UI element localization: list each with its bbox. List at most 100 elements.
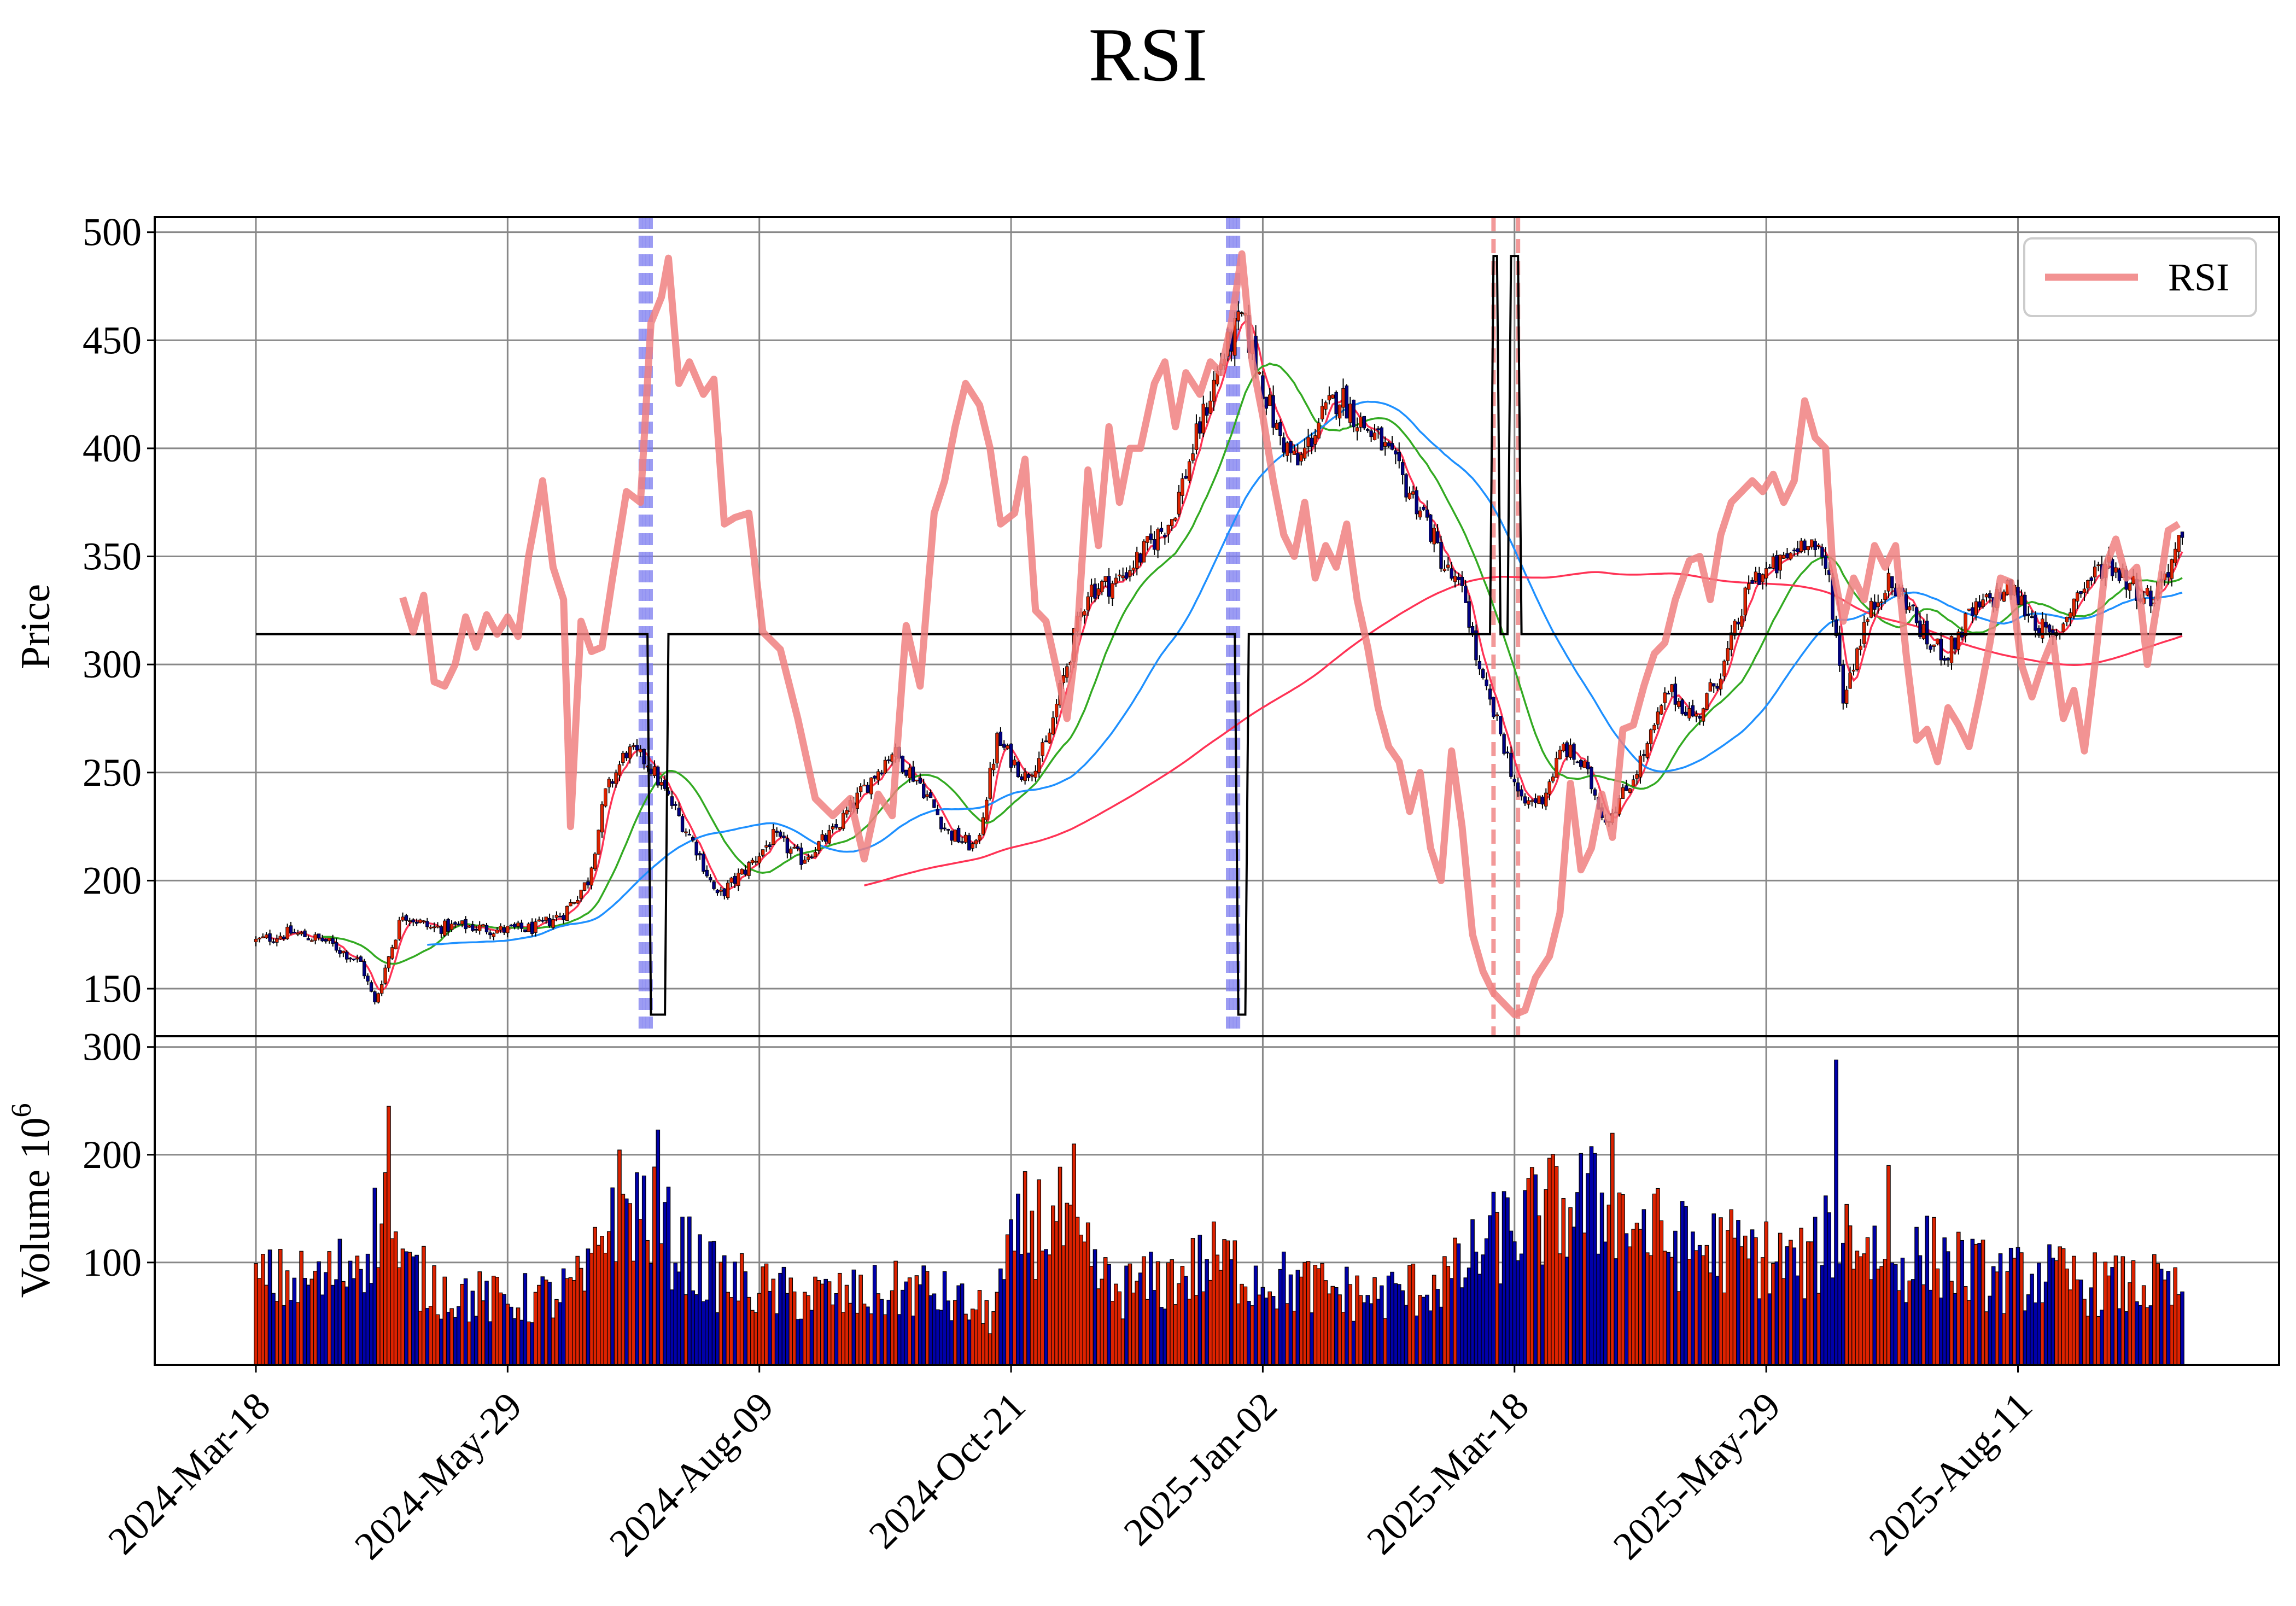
candle-body xyxy=(772,829,775,845)
volume-bar xyxy=(1641,1209,1646,1365)
candle-body xyxy=(950,831,954,841)
volume-bar xyxy=(425,1308,430,1365)
candle-body xyxy=(1118,574,1121,577)
volume-bar xyxy=(1533,1174,1538,1365)
volume-bar xyxy=(656,1129,661,1365)
candle-body xyxy=(432,926,436,928)
volume-bar xyxy=(359,1269,363,1365)
candle-body xyxy=(1334,392,1338,414)
candle-body xyxy=(1652,725,1656,731)
volume-bar xyxy=(1596,1253,1601,1365)
candle-body xyxy=(544,916,548,921)
candle-body xyxy=(572,902,576,904)
candle-body xyxy=(530,921,534,934)
candle-body xyxy=(796,846,800,849)
candle-body xyxy=(1170,519,1174,527)
candle-body xyxy=(2110,559,2114,576)
volume-bar xyxy=(1110,1301,1115,1365)
candle-body xyxy=(1313,435,1317,445)
volume-bar xyxy=(1760,1257,1765,1365)
volume-bar xyxy=(886,1299,891,1365)
volume-bar xyxy=(813,1276,817,1365)
volume-bar xyxy=(764,1263,769,1365)
volume-bar xyxy=(1865,1237,1870,1365)
volume-bar xyxy=(1159,1307,1164,1365)
candle-body xyxy=(1212,379,1216,402)
candle-body xyxy=(1289,441,1293,454)
volume-bar xyxy=(379,1223,384,1365)
volume-bar xyxy=(282,1305,286,1365)
volume-bar xyxy=(1425,1294,1429,1365)
volume-bar xyxy=(809,1310,814,1365)
volume-bar xyxy=(925,1271,930,1365)
candle-body xyxy=(1977,601,1982,608)
candle-body xyxy=(1285,442,1289,456)
volume-bar xyxy=(1407,1265,1412,1365)
candle-body xyxy=(974,840,978,844)
price-ytick-label: 250 xyxy=(83,751,142,795)
candle-body xyxy=(2044,622,2048,628)
candle-body xyxy=(509,925,513,927)
volume-bar xyxy=(1617,1192,1622,1365)
candle-body xyxy=(908,767,912,779)
candle-body xyxy=(1103,576,1107,582)
candle-body xyxy=(1394,450,1398,455)
volume-bar xyxy=(2117,1308,2122,1365)
candle-body xyxy=(429,927,433,928)
candle-body xyxy=(1324,402,1328,410)
candle-body xyxy=(1299,454,1303,462)
price-ytick-label: 200 xyxy=(83,859,142,902)
volume-bar xyxy=(841,1312,845,1365)
volume-bar xyxy=(1995,1271,1999,1365)
candle-body xyxy=(1366,429,1370,431)
volume-bar xyxy=(1939,1297,1943,1365)
volume-bar xyxy=(446,1311,451,1365)
candle-body xyxy=(1810,539,1814,547)
volume-bar xyxy=(554,1299,559,1365)
volume-bar xyxy=(606,1231,611,1365)
candle-body xyxy=(1369,430,1373,437)
volume-bar xyxy=(1589,1146,1594,1365)
volume-bar xyxy=(2148,1305,2153,1365)
volume-bar xyxy=(530,1322,534,1365)
candle-body xyxy=(1026,774,1031,778)
candle-body xyxy=(1956,631,1960,650)
volume-bar xyxy=(2054,1260,2059,1365)
volume-bar xyxy=(1953,1293,1958,1365)
volume-bar xyxy=(1928,1289,1933,1365)
candle-body xyxy=(576,900,580,904)
legend-rsi-label: RSI xyxy=(2168,255,2229,299)
volume-bar xyxy=(2113,1255,2118,1365)
volume-bar xyxy=(1050,1205,1055,1365)
candle-body xyxy=(928,792,933,798)
volume-bar xyxy=(575,1255,580,1365)
candle-body xyxy=(404,915,408,921)
volume-bar xyxy=(1243,1286,1248,1365)
volume-bar xyxy=(551,1317,556,1365)
volume-bar xyxy=(1278,1269,1283,1365)
volume-bar xyxy=(893,1260,898,1365)
candle-body xyxy=(1656,711,1660,725)
volume-bar xyxy=(1855,1251,1860,1365)
volume-bar xyxy=(670,1289,674,1365)
candle-body xyxy=(1198,421,1202,434)
volume-bar xyxy=(1631,1229,1635,1365)
candle-body xyxy=(1187,461,1191,481)
candle-body xyxy=(1824,555,1828,569)
candle-body xyxy=(586,881,590,886)
candle-body xyxy=(1048,732,1051,744)
volume-bar xyxy=(1177,1283,1181,1365)
candle-body xyxy=(254,938,258,942)
grid-lines xyxy=(155,217,2279,1365)
candle-body xyxy=(1775,555,1779,574)
volume-bar xyxy=(1477,1274,1482,1365)
volume-bar xyxy=(1380,1285,1384,1365)
volume-bar xyxy=(589,1253,594,1365)
volume-bar xyxy=(1754,1237,1758,1365)
candle-body xyxy=(789,848,793,854)
volume-bar xyxy=(1732,1237,1737,1365)
candle-body xyxy=(862,785,866,786)
candle-body xyxy=(1873,601,1877,610)
volume-bar xyxy=(572,1280,576,1365)
volume-bar xyxy=(2103,1262,2108,1365)
